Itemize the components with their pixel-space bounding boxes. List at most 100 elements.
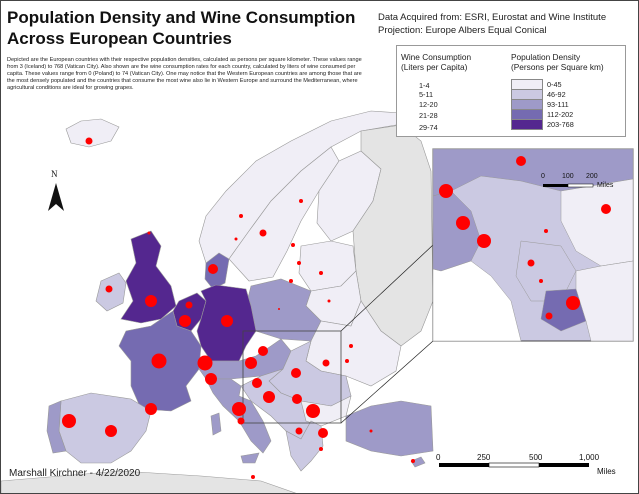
inset-scale-label-0: 0 <box>541 173 545 180</box>
legend-wine-title: Wine Consumption (Liters per Capita) <box>401 52 471 72</box>
wine-dot-estonia <box>291 243 295 247</box>
scale-seg-1 <box>439 463 489 467</box>
wine-dot-netherlands <box>185 301 193 309</box>
inset-extent-box <box>242 330 342 424</box>
wine-dot-russia <box>319 271 323 275</box>
wine-dot-sweden <box>259 229 267 237</box>
wine-dot-slovenia <box>252 378 262 388</box>
wine-dot-hungary <box>291 368 301 378</box>
scale-label-250: 250 <box>477 453 491 462</box>
scale-unit: Miles <box>597 467 616 476</box>
legend-wine-title-2: (Liters per Capita) <box>401 62 468 72</box>
wine-dot-norway-small <box>234 237 238 241</box>
country-turkey <box>345 400 434 457</box>
country-ireland <box>95 272 127 312</box>
wine-dot-lithuania <box>289 279 293 283</box>
wine-dot-macedonia <box>318 428 328 438</box>
inset-wine-dot-3 <box>456 216 470 230</box>
inset-scale-seg-2 <box>567 183 594 188</box>
legend-density-swatch-5 <box>511 119 543 130</box>
legend-density-class-3: 93-111 <box>547 100 569 109</box>
legend-wine-class-4: 21-28 <box>419 111 438 120</box>
legend-density-class-4: 112-202 <box>547 110 574 119</box>
wine-dot-switzerland <box>205 373 217 385</box>
inset-wine-dot-9 <box>566 296 580 310</box>
map-title: Population Density and Wine Consumption … <box>7 7 367 49</box>
wine-dot-ukraine <box>349 344 353 348</box>
wine-dot-spain <box>105 425 117 437</box>
country-uk <box>120 230 177 324</box>
country-spain <box>58 392 152 464</box>
wine-dot-cyprus <box>411 459 415 463</box>
country-portugal <box>46 400 67 454</box>
wine-dot-turkey <box>369 429 373 433</box>
wine-dot-finland <box>299 199 303 203</box>
north-arrow-label: N <box>51 169 58 179</box>
country-italy <box>205 378 272 454</box>
legend-density-title-1: Population Density <box>511 52 581 62</box>
wine-dot-uk <box>145 295 157 307</box>
wine-dots-layer <box>62 137 611 479</box>
inset-connector-bottom <box>340 340 434 424</box>
legend: Wine Consumption (Liters per Capita) 1-4… <box>396 45 626 137</box>
legend-wine-class-1: 1-4 <box>419 81 430 90</box>
wine-dot-greece <box>319 447 323 451</box>
inset-scale-label-200: 200 <box>586 173 598 180</box>
inset-wine-dot-2 <box>439 184 453 198</box>
legend-wine-class-3: 12-20 <box>419 100 438 109</box>
map-description: Depicted are the European countries with… <box>7 57 362 91</box>
wine-dot-albania <box>295 427 303 435</box>
scale-label-500: 500 <box>529 453 543 462</box>
legend-wine-class-2: 5-11 <box>419 90 434 99</box>
inset-sea <box>432 260 522 342</box>
wine-dot-vatican <box>237 417 245 425</box>
wine-dot-belarus <box>327 299 331 303</box>
wine-dot-gibraltar <box>145 403 157 415</box>
inset-wine-dot-5 <box>601 204 611 214</box>
inset-scale-unit: Miles <box>597 182 614 189</box>
wine-dot-luxembourg <box>197 355 213 371</box>
country-greece <box>285 420 324 472</box>
country-cyprus <box>410 456 426 468</box>
wine-dot-uk-small <box>147 231 151 235</box>
wine-dot-italy <box>232 402 246 416</box>
legend-density-class-2: 46-92 <box>547 90 566 99</box>
wine-dot-germany <box>221 315 233 327</box>
wine-dot-montenegro <box>306 404 320 418</box>
wine-dot-portugal <box>62 414 76 428</box>
scale-label-1000: 1,000 <box>579 453 600 462</box>
wine-dot-iceland <box>85 137 93 145</box>
wine-dot-norway <box>239 214 243 218</box>
wine-dot-croatia <box>263 391 275 403</box>
inset-wine-dot-6 <box>544 229 548 233</box>
inset-wine-dot-8 <box>539 279 543 283</box>
map-title-line-1: Population Density and Wine Consumption <box>7 8 356 27</box>
legend-density-title: Population Density (Persons per Square k… <box>511 52 604 72</box>
inset-wine-dot-7 <box>527 259 535 267</box>
wine-dot-romania <box>322 359 330 367</box>
wine-dot-serbia <box>292 394 302 404</box>
scale-label-0: 0 <box>436 453 441 462</box>
inset-scale-label-100: 100 <box>562 173 574 180</box>
country-italy-islands <box>210 412 260 464</box>
legend-density-class-1: 0-45 <box>547 80 562 89</box>
wine-dot-latvia <box>297 261 301 265</box>
country-iceland <box>65 118 120 148</box>
inset-wine-dot-10 <box>545 312 553 320</box>
scale-seg-3 <box>539 463 589 467</box>
wine-dot-denmark <box>208 264 218 274</box>
author-credit: Marshall Kirchner - 4/22/2020 <box>9 468 141 479</box>
inset-scale-seg-1 <box>543 184 568 187</box>
land-africa <box>1 470 297 493</box>
legend-density-class-5: 203-768 <box>547 120 574 129</box>
source-note: Data Acquired from: ESRI, Eurostat and W… <box>378 11 638 37</box>
wine-dot-poland <box>278 308 280 310</box>
inset-wine-dot-4 <box>477 234 491 248</box>
scale-bar-main <box>439 462 589 468</box>
north-arrow-icon <box>48 183 64 211</box>
legend-wine-title-1: Wine Consumption <box>401 52 472 62</box>
scale-bar-inset <box>543 183 594 188</box>
scale-seg-2 <box>488 462 540 468</box>
inset-connector-top <box>340 244 434 332</box>
land-layer <box>1 110 434 493</box>
